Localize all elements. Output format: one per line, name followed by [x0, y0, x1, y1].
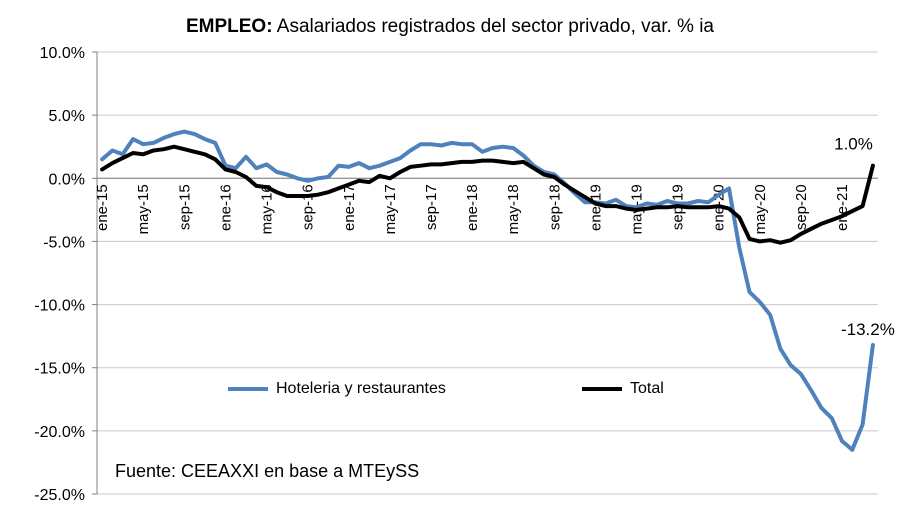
x-tick-label: ene-19 — [587, 184, 604, 231]
axes — [96, 52, 878, 494]
y-tick-label: -10.0% — [34, 298, 85, 315]
y-tick-label: -20.0% — [34, 424, 85, 441]
x-tick-label: ene-21 — [834, 184, 851, 231]
x-tick-label: sep-15 — [176, 184, 193, 230]
x-tick-label: ene-16 — [217, 184, 234, 231]
x-tick-label: may-20 — [752, 184, 769, 234]
legend-swatch-total — [582, 387, 622, 391]
data-labels: 1.0% -13.2% — [834, 135, 895, 339]
series-line-total — [100, 144, 875, 245]
series-lines — [100, 129, 875, 452]
y-tick-label: 0.0% — [49, 171, 85, 188]
chart-title-rest: Asalariados registrados del sector priva… — [272, 16, 714, 37]
x-tick-label: sep-18 — [546, 184, 563, 230]
x-tick-label: ene-18 — [464, 184, 481, 231]
x-tick-label: may-16 — [259, 184, 276, 234]
legend-item-total: Total — [582, 380, 664, 398]
chart-title-bold: EMPLEO: — [185, 16, 273, 37]
data-label: 1.0% — [834, 135, 873, 154]
y-tick-label: 5.0% — [49, 108, 85, 125]
x-tick-label: sep-17 — [423, 184, 440, 230]
x-tick-label: sep-20 — [793, 184, 810, 230]
chart-source: Fuente: CEEAXXI en base a MTEySS — [115, 461, 420, 481]
x-tick-label: may-17 — [382, 184, 399, 234]
y-axis-ticks: 10.0% 5.0% 0.0% -5.0% -10.0% -15.0% -20.0% -25.… — [34, 45, 97, 504]
x-tick-label: may-18 — [505, 184, 522, 234]
x-tick-label: ene-15 — [94, 184, 111, 231]
x-tick-label: sep-16 — [300, 184, 317, 230]
chart-title: EMPLEO: Asalariados registrados del sect… — [0, 16, 900, 38]
y-tick-label: -25.0% — [34, 487, 85, 504]
x-tick-label: ene-17 — [341, 184, 358, 231]
legend-item-hoteleria: Hoteleria y restaurantes — [228, 380, 446, 398]
legend-swatch-hoteleria — [228, 387, 268, 391]
y-tick-label: 10.0% — [40, 45, 85, 62]
y-tick-label: -5.0% — [43, 234, 85, 251]
y-tick-label: -15.0% — [34, 361, 85, 378]
data-label: -13.2% — [841, 320, 895, 339]
x-tick-label: may-15 — [135, 184, 152, 234]
legend-label-hoteleria: Hoteleria y restaurantes — [276, 380, 446, 397]
x-axis-ticks: ene-15 may-15 sep-15 ene-16 may-16 sep-16 ene-… — [94, 184, 851, 234]
series-line-hoteleria — [100, 129, 875, 452]
grid-lines — [97, 51, 878, 495]
legend-label-total: Total — [630, 380, 664, 397]
